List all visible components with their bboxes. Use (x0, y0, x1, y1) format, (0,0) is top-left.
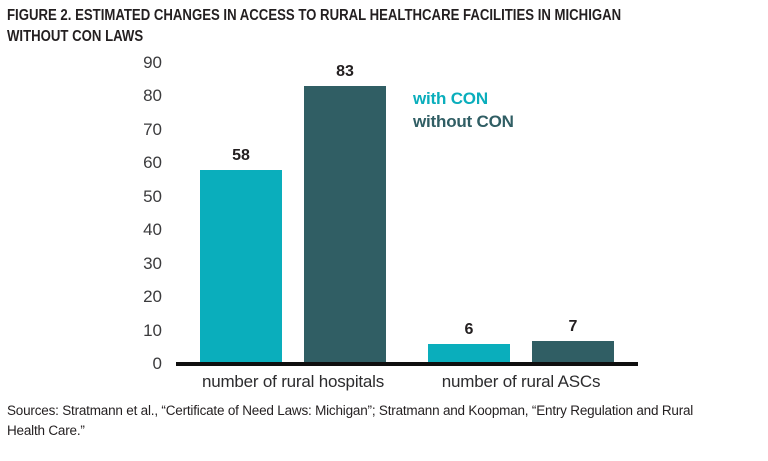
x-axis-line (176, 362, 638, 366)
bar-with-con-number-of-rural-hospitals (200, 170, 282, 364)
figure-title-line-2: WITHOUT CON LAWS (7, 28, 144, 45)
bar-without-con-number-of-rural-hospitals (304, 86, 386, 364)
y-tick-label-50: 50 (143, 186, 162, 206)
y-tick-label-30: 30 (143, 253, 162, 273)
y-tick-label-20: 20 (143, 287, 162, 307)
y-tick-label-60: 60 (143, 153, 162, 173)
y-tick-label-90: 90 (143, 53, 162, 72)
bar-value-label-without-con-number-of-rural-ascs: 7 (568, 318, 578, 335)
y-tick-label-10: 10 (143, 320, 162, 340)
legend-item-without-con: without CON (413, 112, 514, 131)
sources-line-1: Sources: Stratmann et al., “Certificate … (7, 403, 694, 418)
bar-with-con-number-of-rural-ascs (428, 344, 510, 364)
sources-line-2: Health Care.” (7, 423, 85, 438)
bar-without-con-number-of-rural-ascs (532, 341, 614, 364)
y-tick-label-70: 70 (143, 119, 162, 139)
y-tick-label-80: 80 (143, 86, 162, 106)
bar-value-label-with-con-number-of-rural-hospitals: 58 (232, 147, 250, 164)
bar-value-label-with-con-number-of-rural-ascs: 6 (464, 321, 474, 338)
y-tick-label-40: 40 (143, 220, 162, 240)
chart-legend: with CON without CON (413, 87, 514, 133)
x-category-label-number-of-rural-hospitals: number of rural hospitals (201, 372, 385, 391)
plot-area: 58 83 6 7 (178, 63, 637, 364)
y-axis: 0 10 20 30 40 50 60 70 80 90 (0, 0, 162, 400)
y-tick-label-0: 0 (152, 354, 162, 373)
sources-note: Sources: Stratmann et al., “Certificate … (7, 401, 693, 441)
bar-value-label-without-con-number-of-rural-hospitals: 83 (336, 63, 354, 80)
bar-chart: 0 10 20 30 40 50 60 70 80 90 58 83 6 7 number of rur… (0, 0, 638, 400)
x-category-label-number-of-rural-ascs: number of rural ASCs (441, 372, 601, 391)
figure-title: FIGURE 2. ESTIMATED CHANGES IN ACCESS TO… (7, 5, 730, 47)
legend-item-with-con: with CON (413, 89, 488, 108)
figure-title-line-1: FIGURE 2. ESTIMATED CHANGES IN ACCESS TO… (7, 7, 622, 24)
